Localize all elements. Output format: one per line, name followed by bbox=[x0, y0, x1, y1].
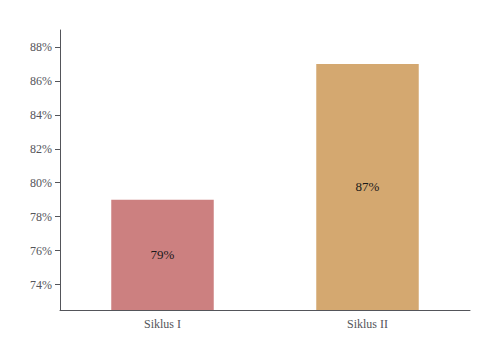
svg-text:78%: 78% bbox=[30, 210, 52, 224]
svg-text:82%: 82% bbox=[30, 142, 52, 156]
svg-text:86%: 86% bbox=[30, 74, 52, 88]
svg-text:88%: 88% bbox=[30, 40, 52, 54]
svg-text:87%: 87% bbox=[356, 179, 380, 194]
svg-text:80%: 80% bbox=[30, 176, 52, 190]
svg-text:79%: 79% bbox=[151, 247, 175, 262]
svg-text:Siklus I: Siklus I bbox=[144, 317, 181, 331]
svg-text:Siklus II: Siklus II bbox=[347, 317, 388, 331]
svg-text:84%: 84% bbox=[30, 108, 52, 122]
svg-text:74%: 74% bbox=[30, 278, 52, 292]
svg-text:76%: 76% bbox=[30, 244, 52, 258]
